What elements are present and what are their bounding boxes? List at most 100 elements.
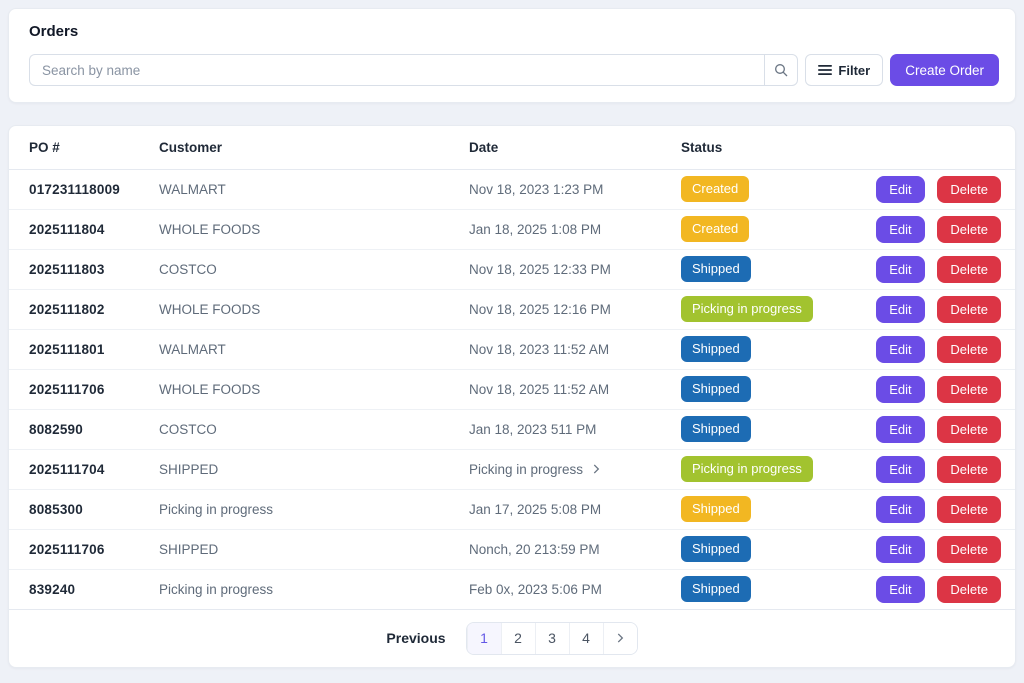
edit-button[interactable]: Edit <box>876 575 925 603</box>
order-date: Picking in progress <box>469 461 584 477</box>
delete-button[interactable]: Delete <box>937 375 1001 403</box>
edit-button[interactable]: Edit <box>876 335 925 363</box>
search-button[interactable] <box>764 54 799 86</box>
edit-button[interactable]: Edit <box>876 535 925 563</box>
order-date-cell: Jan 18, 2023 511 PM <box>469 409 681 450</box>
order-status-cell: Created <box>681 169 873 210</box>
status-badge: Shipped <box>681 496 751 522</box>
edit-button[interactable]: Edit <box>876 495 925 523</box>
order-status-cell: Shipped <box>681 329 873 370</box>
page-number-button[interactable]: 3 <box>534 622 569 654</box>
delete-button[interactable]: Delete <box>937 455 1001 483</box>
page-number-button[interactable]: 2 <box>500 622 535 654</box>
page-number-button[interactable]: 1 <box>466 622 501 654</box>
edit-button[interactable]: Edit <box>876 255 925 283</box>
order-actions-cell: Edit Delete <box>873 569 1015 610</box>
order-date-cell: Nov 18, 2023 11:52 AM <box>469 329 681 370</box>
edit-button[interactable]: Edit <box>876 215 925 243</box>
delete-button[interactable]: Delete <box>937 335 1001 363</box>
order-po-number: 017231118009 <box>9 169 159 210</box>
table-row: 8085300 Picking in progress Jan 17, 2025… <box>9 489 1015 530</box>
order-date: Nov 18, 2025 11:52 AM <box>469 381 610 397</box>
order-date-cell: Nonch, 20 213:59 PM <box>469 529 681 570</box>
order-status-cell: Created <box>681 209 873 250</box>
order-customer: COSTCO <box>159 249 469 290</box>
order-actions-cell: Edit Delete <box>873 529 1015 570</box>
table-header-row: PO # Customer Date Status <box>9 126 1015 170</box>
status-badge: Shipped <box>681 416 751 442</box>
order-po-number: 839240 <box>9 569 159 610</box>
order-date-cell: Nov 18, 2025 11:52 AM <box>469 369 681 410</box>
order-status-cell: Picking in progress <box>681 289 873 330</box>
order-po-number: 2025111706 <box>9 529 159 570</box>
filter-button[interactable]: Filter <box>805 54 884 86</box>
order-po-number: 2025111804 <box>9 209 159 250</box>
create-order-button[interactable]: Create Order <box>890 54 999 86</box>
order-po-number: 2025111706 <box>9 369 159 410</box>
order-actions-cell: Edit Delete <box>873 369 1015 410</box>
edit-button[interactable]: Edit <box>876 415 925 443</box>
status-badge: Created <box>681 216 750 242</box>
chevron-right-icon <box>613 631 627 645</box>
edit-button[interactable]: Edit <box>876 455 925 483</box>
delete-button[interactable]: Delete <box>937 535 1001 563</box>
previous-page-button[interactable]: Previous <box>386 630 446 646</box>
order-actions-cell: Edit Delete <box>873 209 1015 250</box>
filter-icon <box>818 64 833 76</box>
table-row: 2025111802 WHOLE FOODS Nov 18, 2025 12:1… <box>9 289 1015 330</box>
column-header-actions <box>873 126 1015 170</box>
delete-button[interactable]: Delete <box>937 255 1001 283</box>
delete-button[interactable]: Delete <box>937 215 1001 243</box>
table-row: 2025111801 WALMART Nov 18, 2023 11:52 AM… <box>9 329 1015 370</box>
order-customer: COSTCO <box>159 409 469 450</box>
edit-button[interactable]: Edit <box>876 375 925 403</box>
edit-button[interactable]: Edit <box>876 175 925 203</box>
order-status-cell: Shipped <box>681 249 873 290</box>
order-customer: WHOLE FOODS <box>159 289 469 330</box>
order-po-number: 2025111801 <box>9 329 159 370</box>
order-status-cell: Shipped <box>681 569 873 610</box>
edit-button[interactable]: Edit <box>876 295 925 323</box>
order-customer: Picking in progress <box>159 489 469 530</box>
page-button-group: 1 2 3 4 <box>465 621 638 655</box>
table-row: 2025111706 WHOLE FOODS Nov 18, 2025 11:5… <box>9 369 1015 410</box>
order-customer: WALMART <box>159 329 469 370</box>
order-status-cell: Shipped <box>681 369 873 410</box>
order-date-cell: Nov 18, 2025 12:33 PM <box>469 249 681 290</box>
next-page-button[interactable] <box>602 622 637 654</box>
delete-button[interactable]: Delete <box>937 575 1001 603</box>
delete-button[interactable]: Delete <box>937 175 1001 203</box>
order-po-number: 2025111802 <box>9 289 159 330</box>
column-header-po: PO # <box>9 126 159 170</box>
table-row: 017231118009 WALMART Nov 18, 2023 1:23 P… <box>9 169 1015 210</box>
table-row: 2025111804 WHOLE FOODS Jan 18, 2025 1:08… <box>9 209 1015 250</box>
order-status-cell: Shipped <box>681 409 873 450</box>
order-customer: SHIPPED <box>159 449 469 490</box>
order-actions-cell: Edit Delete <box>873 409 1015 450</box>
order-actions-cell: Edit Delete <box>873 329 1015 370</box>
order-customer: Picking in progress <box>159 569 469 610</box>
status-badge: Picking in progress <box>681 456 813 482</box>
order-customer: WALMART <box>159 169 469 210</box>
search-group <box>29 54 799 86</box>
delete-button[interactable]: Delete <box>937 495 1001 523</box>
page-title: Orders <box>29 23 79 40</box>
column-header-status: Status <box>681 126 873 170</box>
delete-button[interactable]: Delete <box>937 295 1001 323</box>
order-date-cell: Jan 17, 2025 5:08 PM <box>469 489 681 530</box>
orders-table: PO # Customer Date Status 017231118009 W… <box>9 126 1015 610</box>
table-row: 8082590 COSTCO Jan 18, 2023 511 PM Shipp… <box>9 409 1015 450</box>
status-badge: Shipped <box>681 536 751 562</box>
order-status-cell: Shipped <box>681 489 873 530</box>
column-header-date: Date <box>469 126 681 170</box>
toolbar: Filter Create Order <box>29 54 999 86</box>
status-badge: Picking in progress <box>681 296 813 322</box>
search-input[interactable] <box>29 54 765 86</box>
order-date-cell: Feb 0x, 2023 5:06 PM <box>469 569 681 610</box>
order-status-cell: Shipped <box>681 529 873 570</box>
status-badge: Shipped <box>681 256 751 282</box>
page-number-button[interactable]: 4 <box>568 622 603 654</box>
delete-button[interactable]: Delete <box>937 415 1001 443</box>
chevron-right-icon <box>589 462 603 476</box>
order-po-number: 2025111803 <box>9 249 159 290</box>
